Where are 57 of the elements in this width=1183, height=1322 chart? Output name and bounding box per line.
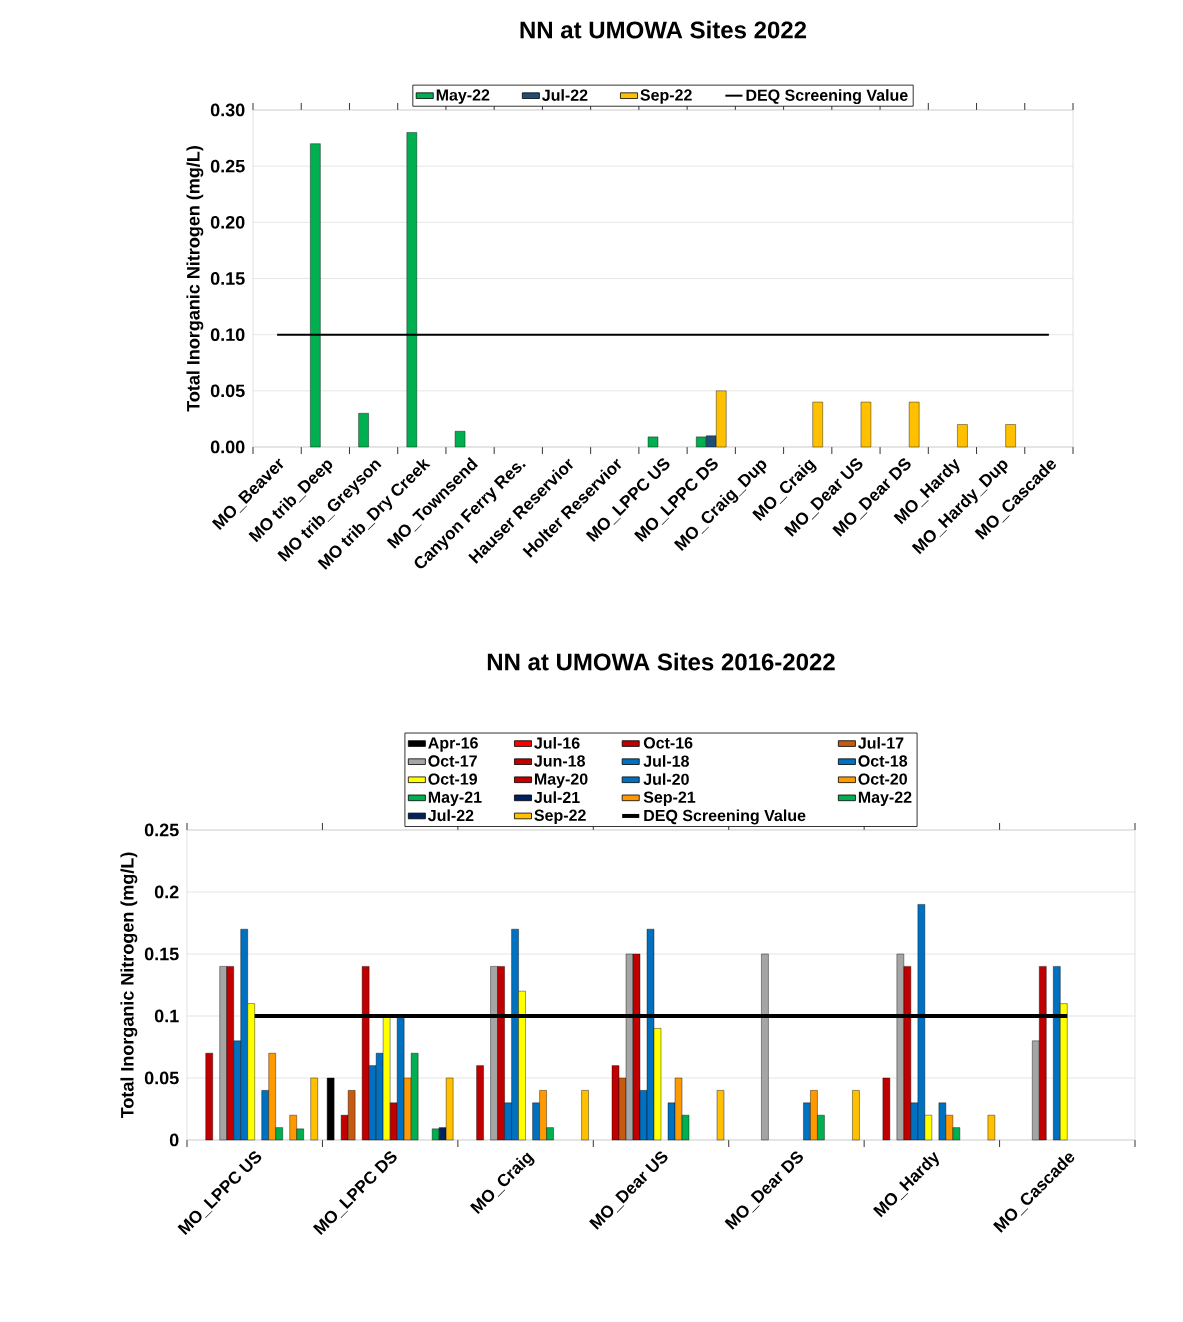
y-tick-label: 0.2 <box>154 885 179 899</box>
bar <box>882 1077 891 1141</box>
bar <box>310 1077 318 1141</box>
legend-label: DEQ Screening Value <box>746 89 908 105</box>
bar <box>205 1053 213 1141</box>
legend-label: DEQ Screening Value <box>644 809 806 825</box>
legend-label: Oct-20 <box>858 773 907 785</box>
chart-title: NN at UMOWA Sites 2016-2022 <box>487 652 835 671</box>
y-tick-label: 0.20 <box>210 215 245 229</box>
legend-label: Jul-21 <box>534 791 580 804</box>
bar <box>716 1090 725 1141</box>
y-tick-label: 0.15 <box>144 947 179 961</box>
legend-label: Apr-16 <box>428 737 478 752</box>
y-tick-label: 0.25 <box>144 823 179 837</box>
legend-label: May-22 <box>436 89 490 104</box>
bar <box>326 1077 335 1141</box>
bar <box>908 401 920 448</box>
y-tick-label: 0.30 <box>210 103 245 117</box>
chart-title: NN at UMOWA Sites 2022 <box>520 20 807 39</box>
legend-label: Jun-18 <box>534 755 585 767</box>
y-tick-label: 0.00 <box>210 440 245 454</box>
legend-label: Jul-18 <box>643 755 689 767</box>
y-axis-title: Total Inorganic Nitrogen (mg/L) <box>186 146 204 412</box>
y-tick-label: 0.05 <box>144 1071 179 1085</box>
legend-label: Sep-22 <box>534 809 586 825</box>
bar <box>852 1090 860 1141</box>
bar <box>1005 424 1016 448</box>
bar <box>987 1115 996 1141</box>
legend-label: Sep-22 <box>640 89 692 104</box>
y-tick-label: 0 <box>169 1133 179 1147</box>
legend-label: Oct-16 <box>643 737 693 749</box>
legend-label: Jul-22 <box>542 89 588 101</box>
legend-label: May-21 <box>428 791 482 807</box>
legend-label: Sep-21 <box>643 791 696 807</box>
y-tick-label: 0.15 <box>210 272 245 285</box>
bar <box>454 431 466 448</box>
y-axis-title: Total Inorganic Nitrogen (mg/L) <box>120 852 138 1119</box>
y-tick-label: 0.1 <box>154 1009 179 1023</box>
bar <box>860 401 872 448</box>
legend-label: Oct-17 <box>428 755 477 767</box>
bar <box>581 1090 589 1141</box>
legend-label: May-20 <box>534 773 588 788</box>
bar <box>358 413 369 448</box>
bar <box>476 1065 484 1141</box>
y-tick-label: 0.25 <box>210 159 245 173</box>
legend-label: May-22 <box>858 791 912 807</box>
y-tick-label: 0.10 <box>210 328 245 342</box>
legend-label: Jul-17 <box>858 737 904 749</box>
y-tick-label: 0.05 <box>210 384 245 398</box>
bar <box>957 424 968 448</box>
legend-label: Oct-18 <box>858 755 908 767</box>
legend-label: Jul-16 <box>534 737 580 749</box>
legend-label: Jul-20 <box>643 773 689 785</box>
legend-label: Jul-22 <box>428 809 474 822</box>
bar <box>647 436 659 448</box>
bar <box>812 401 823 448</box>
legend-label: Oct-19 <box>428 773 477 785</box>
